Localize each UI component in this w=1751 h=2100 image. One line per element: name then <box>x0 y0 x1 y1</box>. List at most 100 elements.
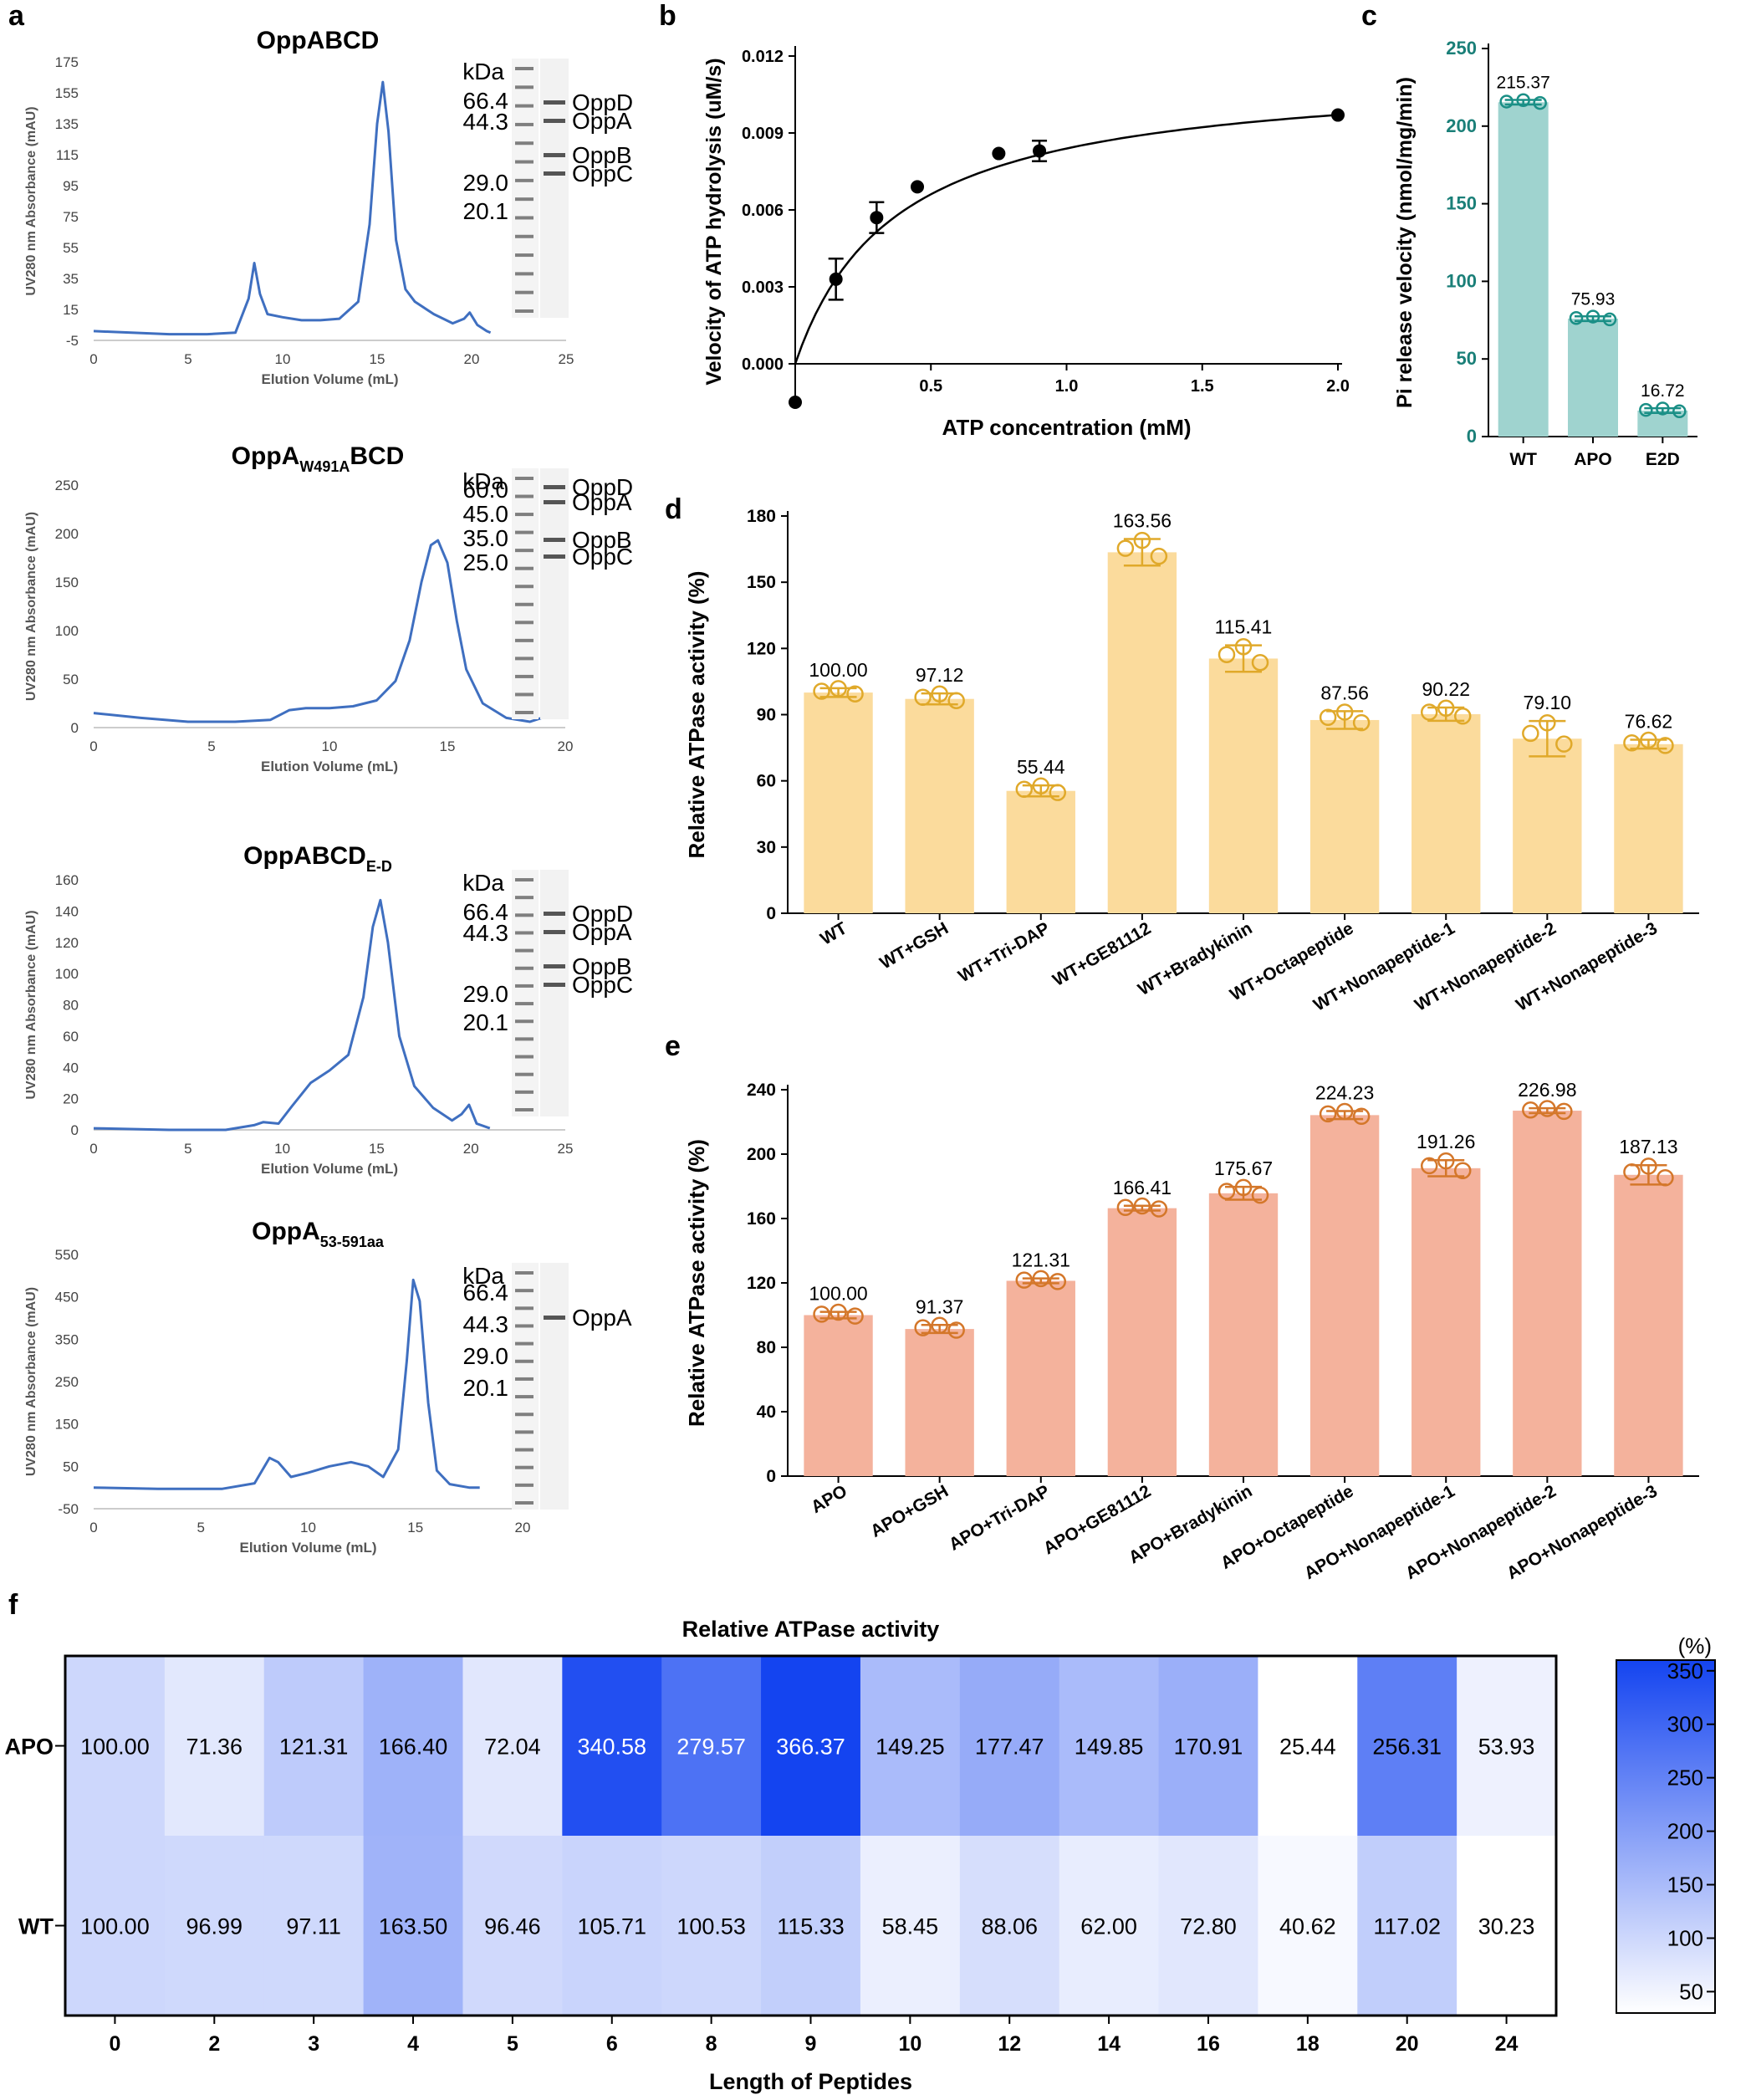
gel-ladder-band <box>515 1324 533 1328</box>
replicate-point <box>1539 714 1556 732</box>
panel-a-title: OppA53-591aa <box>252 1218 385 1250</box>
heatmap-cell <box>363 1656 464 1837</box>
heatmap-value: 256.31 <box>1372 1735 1442 1760</box>
y-tick-label: 80 <box>63 998 79 1014</box>
y-axis-label: UV280 nm Absorbance (mAU) <box>24 1287 38 1476</box>
gel-ladder-lane <box>512 870 539 1116</box>
replicate-point <box>1049 1273 1067 1290</box>
gel-ladder-band <box>515 585 533 589</box>
replicate-point <box>1437 1152 1455 1170</box>
gel-ladder-band <box>515 1430 533 1434</box>
replicate-point <box>1453 1162 1472 1179</box>
bar <box>1412 713 1481 913</box>
heatmap-value: 115.33 <box>777 1914 845 1939</box>
gel-marker-label: 44.3 <box>463 1311 509 1337</box>
replicate-point <box>1352 713 1371 732</box>
heatmap-value: 100.53 <box>676 1914 746 1939</box>
replicate-point <box>1015 780 1034 798</box>
data-point <box>870 211 884 225</box>
y-tick-label: 200 <box>1446 115 1477 136</box>
gel-ladder-band <box>515 122 533 126</box>
replicate-point <box>914 688 932 706</box>
heatmap-cell <box>263 1656 365 1837</box>
gel-sample-lane <box>540 1263 569 1510</box>
replicate-point <box>1420 703 1438 721</box>
heatmap-cell <box>959 1836 1060 2016</box>
gel-ladder-band <box>515 160 533 164</box>
x-tick-label: 25 <box>558 1141 574 1157</box>
gel-marker-label: 44.3 <box>463 920 509 946</box>
x-tick-label: 2.0 <box>1326 377 1350 396</box>
y-tick-label: 0.000 <box>742 355 784 374</box>
bar <box>1614 743 1683 913</box>
gel-ladder-band <box>515 566 533 570</box>
column-label: 3 <box>308 2032 319 2056</box>
replicate-point <box>1335 703 1354 721</box>
column-label: 10 <box>898 2032 921 2056</box>
bar <box>1513 738 1582 913</box>
x-tick-label: 10 <box>275 351 291 367</box>
gel-ladder-band <box>515 1072 533 1076</box>
replicate-point <box>1656 401 1670 416</box>
gel-ladder-band <box>515 1465 533 1469</box>
y-tick-label: 0 <box>766 904 776 923</box>
heatmap-cell <box>562 1836 662 2016</box>
replicate-point <box>1335 1102 1354 1121</box>
bar <box>1412 1168 1481 1476</box>
x-tick-label: 1.5 <box>1191 377 1214 396</box>
value-label: 55.44 <box>1017 756 1065 778</box>
value-label: 79.10 <box>1524 692 1572 713</box>
category-label: APO+Tri-DAP <box>946 1481 1053 1554</box>
y-tick-label: 0 <box>766 1467 776 1486</box>
gel-ladder-band <box>515 197 533 202</box>
y-tick-label: 450 <box>55 1290 79 1305</box>
replicate-point <box>1234 637 1253 656</box>
bar <box>1568 319 1618 437</box>
y-tick-label: 35 <box>63 271 79 287</box>
heatmap-value: 366.37 <box>776 1735 845 1760</box>
bar <box>1498 102 1549 437</box>
gel-ladder-band <box>515 913 533 917</box>
heatmap-value: 121.31 <box>279 1735 349 1760</box>
gel-band-label: OppC <box>572 161 633 186</box>
y-tick-label: 250 <box>1446 38 1477 59</box>
column-label: 6 <box>606 2032 618 2056</box>
column-label: 14 <box>1097 2032 1121 2056</box>
heatmap-value: 25.44 <box>1279 1735 1336 1760</box>
value-label: 166.41 <box>1113 1177 1172 1198</box>
bar <box>1107 552 1177 913</box>
replicate-point <box>1516 93 1530 108</box>
heatmap-value: 96.46 <box>484 1914 541 1939</box>
replicate-point <box>1499 95 1514 109</box>
value-label: 121.31 <box>1012 1249 1070 1271</box>
y-tick-label: 0.012 <box>742 48 784 66</box>
gel-protein-band <box>544 500 565 504</box>
y-tick-label: 150 <box>55 575 79 590</box>
y-tick-label: 55 <box>63 240 79 256</box>
heatmap-cell <box>1059 1656 1160 1837</box>
y-axis-label: UV280 nm Absorbance (mAU) <box>24 106 38 295</box>
replicate-point <box>947 1321 965 1339</box>
gel-ladder-band <box>515 984 533 988</box>
y-tick-label: 60 <box>757 772 776 791</box>
gel-ladder-band <box>515 1289 533 1293</box>
panel-a-title: OppAW491ABCD <box>232 442 405 475</box>
title-main: OppABCD <box>243 842 366 870</box>
gel-ladder-band <box>515 1019 533 1024</box>
y-tick-label: 135 <box>55 116 79 132</box>
x-axis-label: Length of Peptides <box>709 2069 912 2094</box>
replicate-point <box>1251 1186 1269 1204</box>
replicate-point <box>1319 1105 1337 1123</box>
y-tick-label: 60 <box>63 1029 79 1045</box>
panel-a-title: OppABCD <box>257 27 380 54</box>
panel-letter-d: d <box>665 493 682 525</box>
replicate-point <box>1116 1198 1135 1217</box>
y-tick-label: 115 <box>56 147 79 163</box>
y-tick-label: 150 <box>55 1417 79 1433</box>
gel-unit-label: kDa <box>462 468 504 494</box>
gel-ladder-band <box>515 711 533 714</box>
gel-ladder-band <box>515 530 533 534</box>
heatmap-cell <box>1258 1836 1358 2016</box>
x-tick-label: 15 <box>370 351 385 367</box>
